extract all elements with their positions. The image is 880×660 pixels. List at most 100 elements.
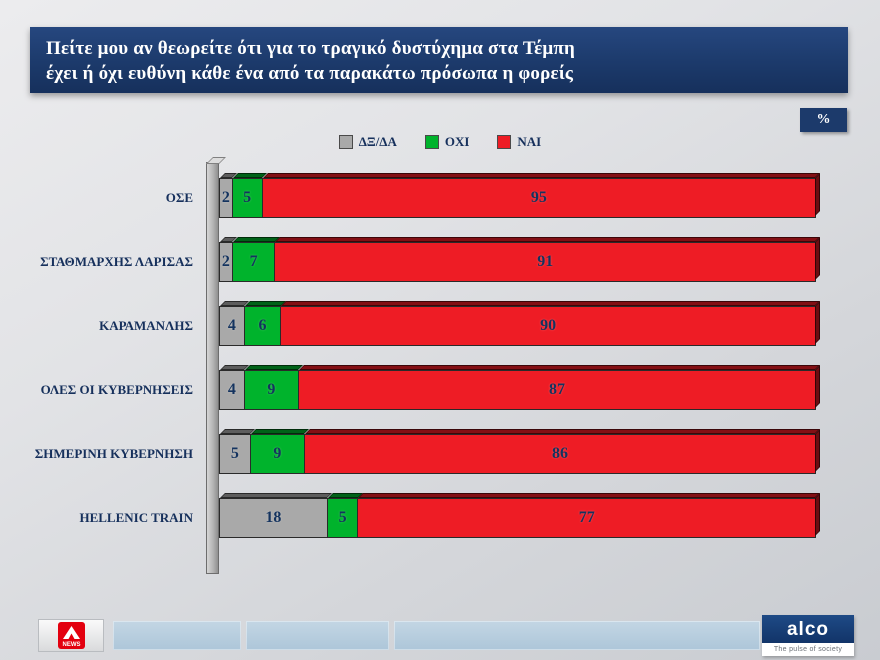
bar-row: ΚΑΡΑΜΑΝΛΗΣ 4 6 90 — [28, 294, 820, 358]
value-label: 95 — [530, 189, 547, 206]
footer-strip-2 — [246, 621, 389, 650]
bar-segment-side-face — [815, 493, 820, 536]
legend-swatch — [338, 135, 353, 149]
value-label: 9 — [273, 445, 282, 462]
category-label: HELLENIC TRAIN — [79, 509, 193, 525]
bar-segment-top-face — [232, 237, 280, 242]
bar-segment-top-face — [220, 493, 332, 498]
value-label: 7 — [249, 253, 258, 270]
bar-segment-top-face — [305, 429, 821, 434]
legend-swatch — [424, 135, 439, 149]
legend-item: ΝΑΙ — [497, 134, 541, 150]
bar-row: ΣΤΑΘΜΑΡΧΗΣ ΛΑΡΙΣΑΣ 2 7 91 — [28, 230, 820, 294]
bar-segment-side-face — [815, 429, 821, 472]
bar-row: ΟΣΕ 2 5 95 — [28, 166, 820, 230]
bar-segment: 2 — [219, 173, 237, 218]
alco-name: alco — [786, 618, 830, 640]
unit-badge: % — [800, 108, 847, 132]
legend-label: ΔΞ/ΔΑ — [358, 134, 397, 149]
bar-segment-top-face — [244, 365, 304, 370]
bar-segment-top-face — [281, 301, 820, 306]
bar-chart: ΟΣΕ 2 5 95 ΣΤΑΘΜΑΡΧΗΣ ΛΑΡΙΣΑΣ 2 7 91 ΚΑΡΑΜΑΝΛΗΣ 4… — [28, 162, 821, 574]
legend-swatch — [497, 135, 512, 149]
bar-segment-side-face — [815, 365, 820, 408]
bar-segment: 91 — [274, 237, 820, 282]
bar-segment: 2 — [219, 237, 237, 282]
legend-item: ΔΞ/ΔΑ — [338, 134, 397, 150]
title-line-2: έχει ή όχι ευθύνη κάθε ένα από τα παρακά… — [46, 62, 574, 84]
bar-segment: 95 — [261, 173, 820, 218]
alco-logo-mark: alco — [762, 615, 854, 643]
bar-track: 4 9 87 — [219, 365, 820, 410]
bar-row: ΣΗΜΕΡΙΝΗ ΚΥΒΕΡΝΗΣΗ 5 9 86 — [28, 422, 821, 486]
bar-track: 2 5 95 — [219, 173, 820, 218]
bar-segment: 9 — [249, 429, 310, 474]
chart-3d-wall — [206, 162, 219, 574]
legend-item: ΟΧΙ — [424, 134, 470, 150]
value-label: 86 — [552, 445, 569, 462]
value-label: 77 — [578, 509, 595, 526]
category-label: ΣΗΜΕΡΙΝΗ ΚΥΒΕΡΝΗΣΗ — [34, 445, 193, 461]
legend-label: ΝΑΙ — [517, 134, 542, 149]
bar-segment-top-face — [358, 493, 820, 498]
bar-segment: 9 — [243, 365, 304, 410]
bar-segment: 4 — [219, 365, 249, 410]
bar-track: 2 7 91 — [219, 237, 820, 282]
value-label: 9 — [267, 381, 276, 398]
value-label: 87 — [549, 381, 566, 398]
alpha-news-logo-icon: NEWS — [57, 622, 85, 649]
bar-segment-top-face — [220, 429, 255, 434]
bar-segment: 86 — [304, 429, 821, 474]
alpha-news-logo: NEWS — [38, 619, 104, 652]
value-label: 4 — [227, 381, 236, 398]
bar-segment-top-face — [250, 429, 310, 434]
bar-segment: 5 — [326, 493, 363, 538]
bar-track: 5 9 86 — [219, 429, 821, 474]
legend-label: ΟΧΙ — [444, 134, 470, 149]
bar-track: 18 5 77 — [219, 493, 820, 538]
alco-tagline-bar: The pulse of society — [762, 643, 854, 656]
bar-row: HELLENIC TRAIN 18 5 77 — [28, 486, 820, 550]
bar-segment: 18 — [219, 493, 332, 538]
value-label: 2 — [221, 189, 230, 206]
value-label: 5 — [338, 509, 347, 526]
legend: ΔΞ/ΔΑ ΟΧΙ ΝΑΙ — [0, 134, 880, 150]
bar-segment-side-face — [815, 237, 820, 280]
category-label: ΟΣΕ — [165, 189, 193, 205]
bar-segment-top-face — [244, 301, 286, 306]
value-label: 5 — [230, 445, 239, 462]
bar-track: 4 6 90 — [219, 301, 820, 346]
alco-tagline: The pulse of society — [773, 646, 843, 653]
value-label: 2 — [221, 253, 230, 270]
footer-strip-3 — [394, 621, 760, 650]
bar-segment: 5 — [219, 429, 255, 474]
value-label: 18 — [265, 509, 282, 526]
bar-segment: 7 — [231, 237, 280, 282]
bar-segment-top-face — [232, 173, 267, 178]
value-label: 90 — [540, 317, 557, 334]
bar-segment-top-face — [262, 173, 820, 178]
value-label: 6 — [258, 317, 267, 334]
category-label: ΣΤΑΘΜΑΡΧΗΣ ΛΑΡΙΣΑΣ — [40, 253, 193, 269]
bar-segment-top-face — [275, 237, 820, 242]
bar-segment: 90 — [280, 301, 820, 346]
bar-segment: 77 — [357, 493, 820, 538]
alco-logo: alco The pulse of society — [762, 615, 854, 656]
category-label: ΟΛΕΣ ΟΙ ΚΥΒΕΡΝΗΣΕΙΣ — [40, 381, 193, 397]
bar-segment: 4 — [219, 301, 249, 346]
category-label: ΚΑΡΑΜΑΝΛΗΣ — [99, 317, 193, 333]
value-label: 4 — [227, 317, 236, 334]
title-line-1: Πείτε μου αν θεωρείτε ότι για το τραγικό… — [46, 38, 575, 59]
bar-segment: 6 — [243, 301, 286, 346]
bar-row: ΟΛΕΣ ΟΙ ΚΥΒΕΡΝΗΣΕΙΣ 4 9 87 — [28, 358, 820, 422]
value-label: 91 — [537, 253, 554, 270]
bar-segment-side-face — [815, 301, 820, 344]
bar-segment-top-face — [299, 365, 820, 370]
bar-segment: 87 — [298, 365, 820, 410]
bar-segment: 5 — [231, 173, 267, 218]
value-label: 5 — [243, 189, 252, 206]
title-bar: Πείτε μου αν θεωρείτε ότι για το τραγικό… — [30, 27, 848, 93]
bar-rows: ΟΣΕ 2 5 95 ΣΤΑΘΜΑΡΧΗΣ ΛΑΡΙΣΑΣ 2 7 91 ΚΑΡΑΜΑΝΛΗΣ 4… — [28, 166, 821, 550]
footer-strip-1 — [113, 621, 241, 650]
bar-segment-side-face — [814, 173, 820, 216]
